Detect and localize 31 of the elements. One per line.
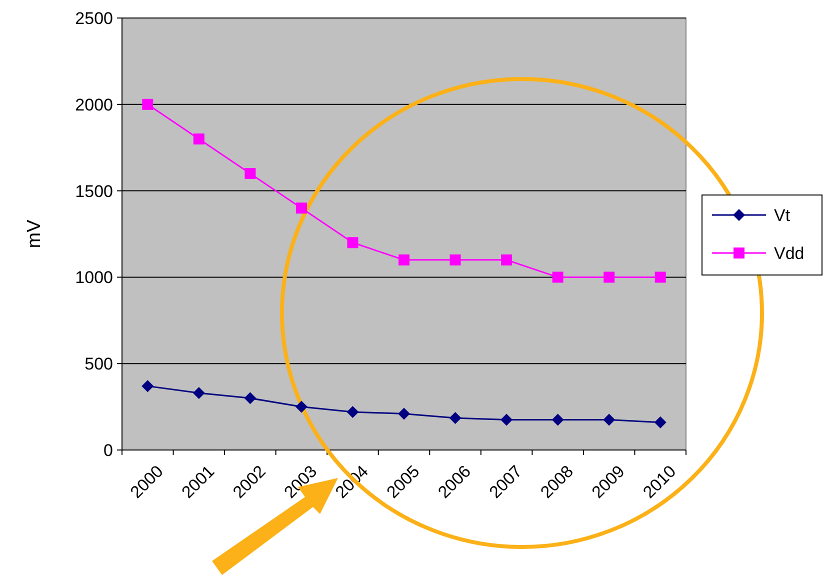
y-tick-label: 1500 [75, 182, 113, 201]
y-axis-title: mV [24, 219, 45, 248]
point [142, 380, 154, 392]
legend-label: Vt [774, 206, 790, 225]
point [603, 414, 616, 426]
y-tick-label: 0 [104, 440, 113, 460]
point [244, 392, 256, 404]
point [295, 400, 308, 413]
point [296, 202, 307, 214]
point [346, 406, 359, 418]
point [192, 386, 205, 399]
y-tick-label: 500 [84, 354, 113, 374]
point [552, 272, 564, 283]
legend-label: Vdd [774, 244, 804, 263]
point [654, 272, 666, 283]
y-tick-label: 2500 [75, 8, 113, 28]
point [449, 412, 462, 424]
point [552, 414, 564, 426]
y-tick-label: 1000 [75, 268, 113, 288]
point [398, 254, 410, 266]
point [450, 254, 461, 266]
point [500, 414, 513, 426]
point [347, 237, 358, 248]
point [501, 254, 512, 266]
point [654, 416, 666, 428]
point [142, 98, 154, 110]
point [604, 272, 615, 283]
point [398, 408, 410, 420]
y-tick-label: 2000 [75, 95, 113, 114]
point [193, 133, 204, 144]
point [244, 168, 256, 180]
